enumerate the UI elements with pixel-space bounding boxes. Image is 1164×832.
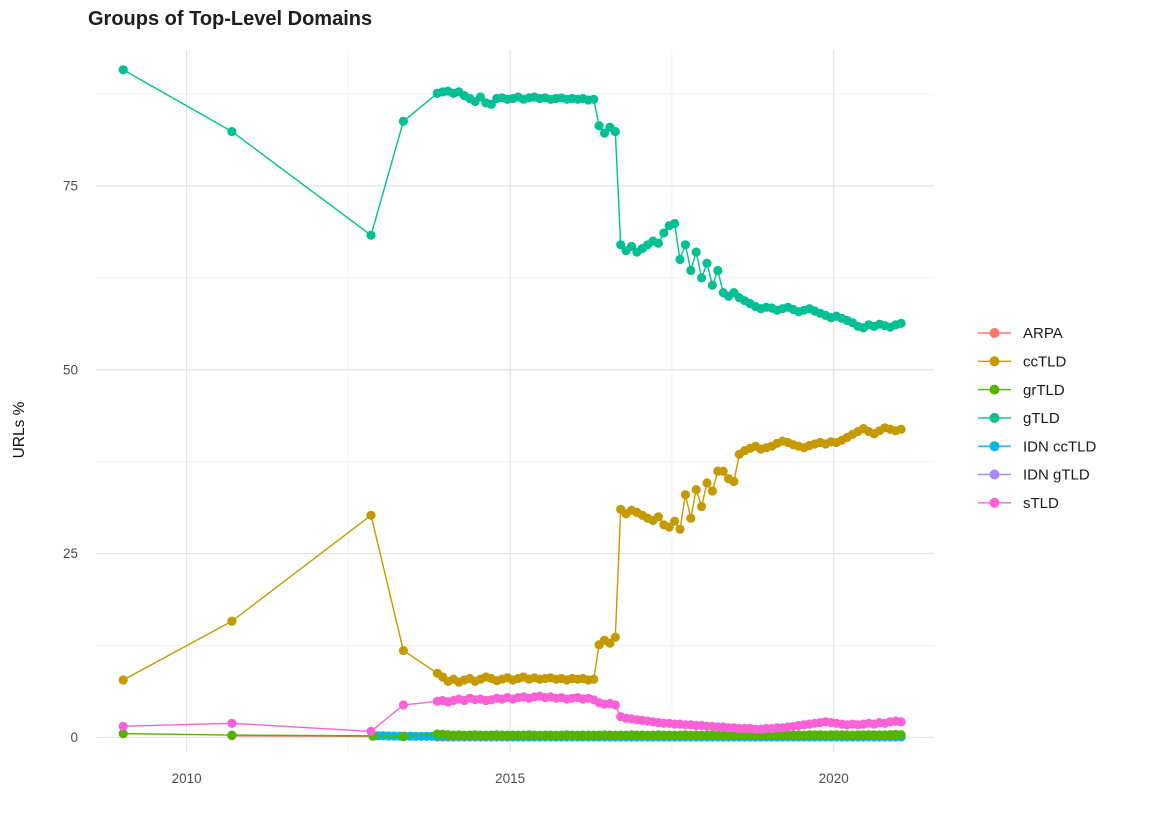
legend-label: sTLD — [1023, 495, 1059, 512]
data-point — [896, 730, 906, 740]
y-tick-label: 25 — [63, 546, 78, 561]
data-point — [670, 218, 680, 229]
data-point — [366, 510, 376, 520]
legend-item-grtld: grTLD — [978, 382, 1065, 399]
data-point — [896, 318, 906, 328]
legend-label: IDN ccTLD — [1023, 438, 1097, 455]
data-point — [729, 476, 739, 487]
data-point — [896, 717, 906, 727]
data-point — [686, 513, 696, 523]
legend-key-point — [989, 441, 1000, 452]
legend-label: ARPA — [1023, 325, 1063, 342]
chart-title: Groups of Top-Level Domains — [88, 8, 372, 30]
data-point — [697, 501, 707, 512]
data-point — [702, 258, 712, 268]
data-point — [697, 273, 707, 283]
data-point — [659, 228, 669, 238]
data-point — [702, 478, 712, 488]
data-point — [118, 675, 128, 685]
legend-key-point — [989, 328, 1000, 338]
y-tick-label: 0 — [70, 730, 78, 745]
data-point — [691, 247, 701, 257]
series-stld — [118, 691, 906, 737]
data-point — [398, 731, 408, 742]
legend-label: IDN gTLD — [1023, 467, 1090, 484]
data-point — [366, 230, 376, 240]
data-point — [691, 485, 701, 495]
legend-item-idn-cctld: IDN ccTLD — [978, 438, 1097, 455]
data-point — [670, 516, 680, 526]
legend-item-gtld: gTLD — [978, 410, 1060, 427]
data-point — [664, 522, 674, 532]
data-point — [486, 99, 496, 109]
data-point — [366, 726, 376, 737]
legend-key-point — [989, 384, 1000, 395]
data-point — [599, 128, 610, 138]
data-point — [653, 238, 664, 248]
data-point — [475, 92, 486, 102]
data-point — [118, 65, 128, 75]
data-point — [589, 94, 599, 104]
legend-item-stld: sTLD — [978, 495, 1059, 512]
data-point — [589, 674, 599, 684]
data-point — [896, 424, 906, 434]
legend-key-point — [989, 356, 1000, 367]
y-tick-label: 75 — [63, 178, 78, 193]
legend-key-point — [989, 412, 1000, 423]
data-point — [707, 280, 718, 290]
data-point — [227, 730, 237, 740]
data-point — [118, 721, 128, 731]
data-point — [616, 240, 626, 250]
data-point — [605, 638, 615, 648]
legend-label: ccTLD — [1023, 354, 1067, 371]
legend-label: gTLD — [1023, 410, 1060, 427]
data-point — [675, 524, 685, 534]
x-tick-label: 2015 — [495, 771, 525, 786]
series-cctld — [118, 423, 906, 687]
legend-item-cctld: ccTLD — [978, 354, 1067, 371]
data-point — [398, 646, 408, 656]
data-point — [398, 700, 408, 710]
legend-item-arpa: ARPA — [978, 325, 1063, 342]
axis-tick-labels: 0 25 50 75 2010 2015 2020 — [63, 178, 849, 786]
data-point — [594, 121, 604, 131]
series-gtld — [118, 65, 906, 333]
data-point — [718, 466, 728, 476]
data-point — [227, 616, 237, 626]
data-point — [675, 254, 685, 265]
y-tick-label: 50 — [63, 362, 78, 377]
legend-key-point — [989, 497, 1000, 508]
legend-item-idn-gtld: IDN gTLD — [978, 467, 1090, 484]
data-point — [680, 490, 691, 500]
data-point — [680, 240, 691, 250]
data-point — [398, 116, 408, 126]
y-axis-label: URLs % — [11, 401, 28, 458]
data-point — [118, 729, 128, 739]
data-point — [653, 512, 664, 522]
data-point — [713, 265, 723, 276]
data-point — [610, 127, 620, 137]
data-point — [686, 265, 696, 276]
data-point — [227, 718, 237, 728]
data-point — [227, 127, 237, 137]
data-point — [610, 700, 620, 710]
data-series-layer — [118, 65, 906, 742]
data-point — [626, 241, 637, 251]
x-tick-label: 2020 — [819, 771, 849, 786]
legend-label: grTLD — [1023, 382, 1065, 399]
legend-key-point — [989, 469, 1000, 480]
data-point — [707, 486, 718, 496]
x-tick-label: 2010 — [172, 771, 202, 786]
legend: ARPA ccTLD grTLD gTLD IDN ccTLD IDN gTLD sTLD — [978, 325, 1097, 512]
data-point — [610, 632, 620, 642]
